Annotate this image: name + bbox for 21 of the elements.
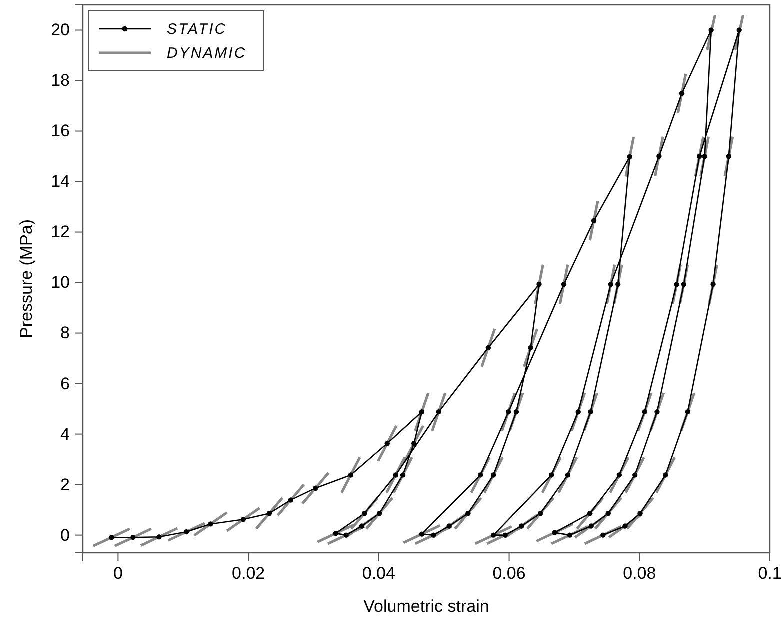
- y-tick-label: 12: [51, 222, 70, 242]
- y-tick-label: 0: [60, 526, 70, 545]
- y-axis-title: Pressure (MPa): [17, 219, 36, 339]
- x-tick-label: 0.1: [758, 564, 781, 584]
- y-tick-label: 2: [60, 475, 70, 494]
- y-tick-label: 4: [60, 424, 70, 444]
- x-tick-label: 0.08: [623, 564, 656, 584]
- x-tick-label: 0.02: [232, 564, 266, 584]
- y-tick-label: 20: [51, 20, 70, 40]
- y-tick-label: 18: [51, 71, 70, 90]
- legend-label: DYNAMIC: [167, 45, 247, 62]
- y-tick-label: 14: [51, 172, 70, 192]
- x-tick-label: 0.04: [362, 564, 396, 584]
- x-axis-title: Volumetric strain: [364, 597, 490, 616]
- y-tick-label: 16: [51, 122, 70, 141]
- x-tick-label: 0.06: [492, 564, 526, 584]
- y-tick-label: 8: [60, 324, 70, 343]
- y-tick-label: 10: [51, 273, 70, 292]
- x-tick-label: 0: [113, 564, 123, 584]
- legend-label: STATIC: [167, 21, 228, 38]
- y-tick-label: 6: [60, 374, 70, 394]
